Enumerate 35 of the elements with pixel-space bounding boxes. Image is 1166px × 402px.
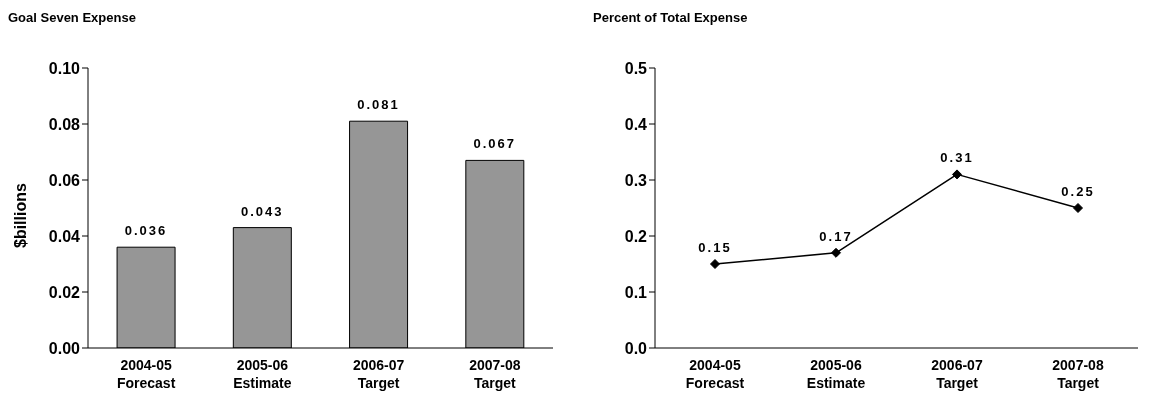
data-label: 0.081 [357, 97, 400, 113]
data-label: 0.25 [1061, 184, 1095, 199]
y-tick-label: 0.0 [624, 339, 648, 357]
x-tick-label: 2007-08 Target [469, 357, 521, 391]
chart-title: Goal Seven Expense [8, 9, 137, 27]
data-label: 0.067 [473, 136, 517, 152]
y-tick-label: 0.06 [48, 171, 81, 189]
y-tick-label: 0.2 [624, 227, 648, 245]
y-tick-label: 0.5 [624, 59, 648, 77]
point [831, 247, 841, 258]
data-label: 0.15 [698, 240, 732, 255]
y-tick-label: 0.3 [624, 171, 648, 189]
point [1073, 203, 1083, 213]
data-label: 0.036 [124, 223, 168, 239]
y-tick-label: 0.04 [48, 227, 81, 245]
y-tick-label: 0.02 [48, 283, 81, 301]
x-tick-label: 2006-07 Target [931, 357, 983, 391]
x-tick-label: 2005-06 Estimate [806, 357, 866, 391]
y-tick-label: 0.1 [624, 283, 648, 301]
point [952, 169, 962, 180]
x-tick-label: 2007-08 Target [1052, 357, 1104, 391]
y-tick-label: 0.08 [48, 115, 81, 133]
chart-title: Percent of Total Expense [593, 9, 749, 27]
x-tick-label: 2004-05 Forecast [116, 357, 176, 391]
y-tick-label: 0.00 [48, 339, 81, 357]
x-tick-label: 2004-05 Forecast [685, 357, 745, 391]
y-axis-title: $billions [11, 183, 29, 248]
point [710, 259, 720, 269]
y-tick-label: 0.4 [624, 115, 648, 133]
x-tick-label: 2005-06 Estimate [233, 357, 292, 391]
x-tick-label: 2006-07 Target [352, 357, 405, 391]
data-label: 0.31 [940, 150, 974, 166]
data-label: 0.17 [819, 228, 853, 244]
y-tick-label: 0.10 [48, 59, 81, 77]
data-label: 0.043 [241, 203, 284, 219]
